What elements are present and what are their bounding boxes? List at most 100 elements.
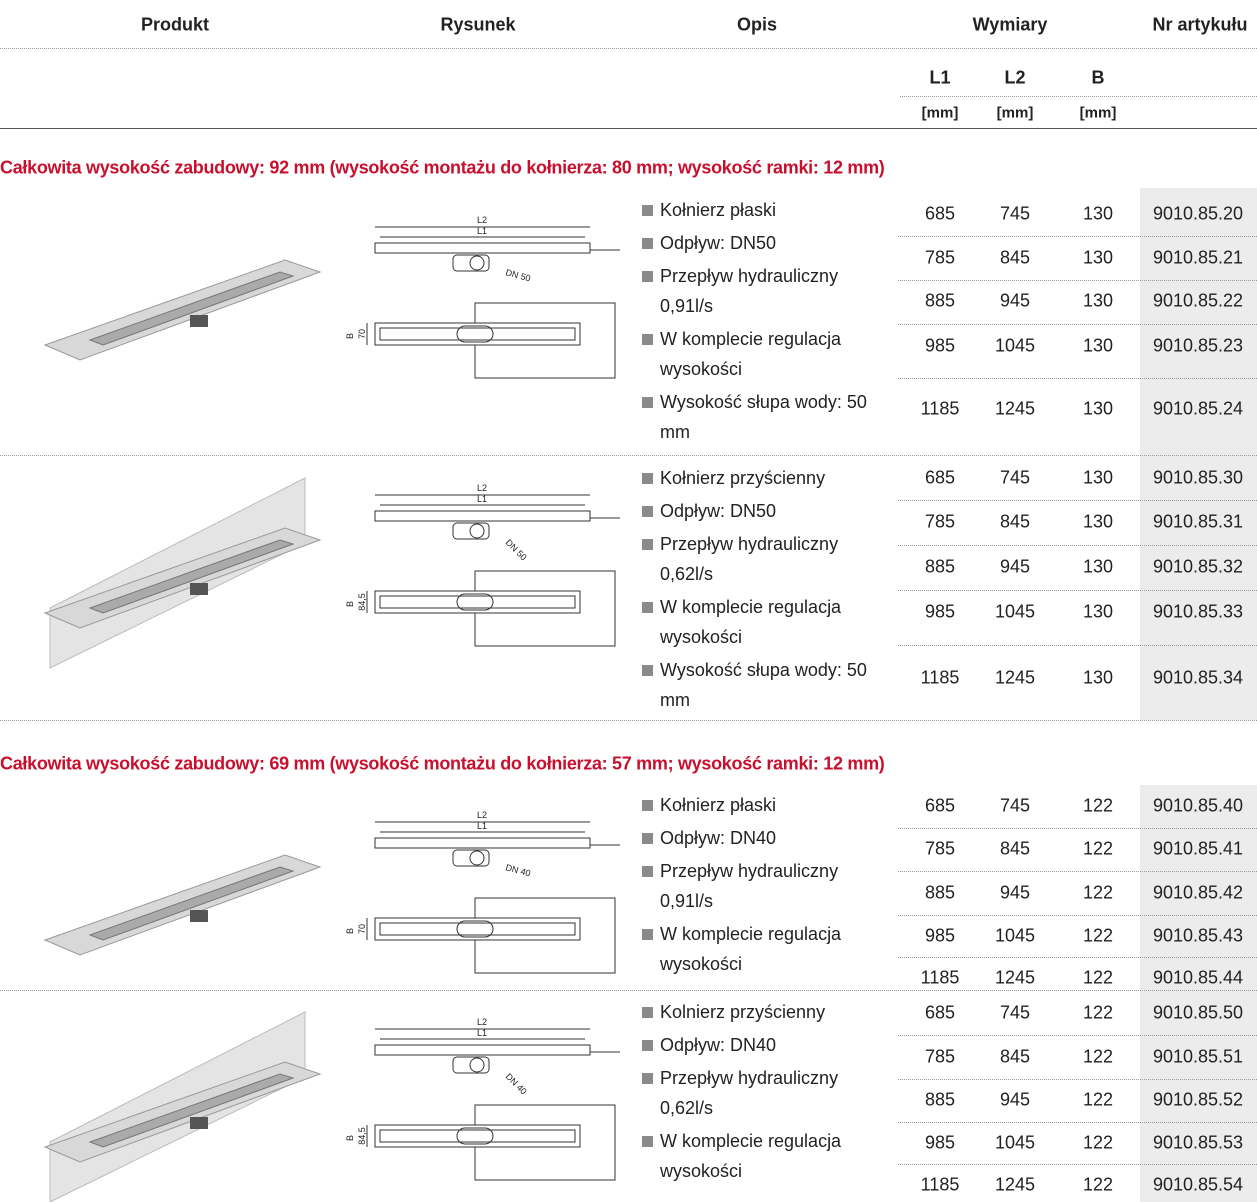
separator (898, 236, 1257, 237)
drawing-label: L1 (477, 494, 487, 504)
dimension-value: 985 (924, 601, 956, 622)
drain-body (374, 242, 591, 254)
dimension-value: 845 (999, 1046, 1031, 1067)
separator (898, 871, 1257, 872)
article-number: 9010.85.40 (1152, 795, 1244, 816)
description-item: Kołnierz płaski (640, 195, 870, 225)
article-number: 9010.85.23 (1152, 335, 1244, 356)
description-item: Kołnierz płaski (640, 790, 870, 820)
description-item: Wysokość słupa wody: 50 mm (640, 387, 870, 447)
article-number: 9010.85.44 (1152, 967, 1244, 988)
separator (0, 720, 1257, 721)
separator (0, 48, 1257, 49)
article-number: 9010.85.42 (1152, 882, 1244, 903)
drawing-label: L2 (477, 1017, 487, 1027)
dimension-value: 1185 (920, 967, 960, 988)
outlet-pipe (469, 255, 485, 271)
drawing-label: 84,5 (357, 1127, 367, 1145)
separator (898, 645, 1257, 646)
description-item: Odpływ: DN50 (640, 496, 870, 526)
drain-body (374, 1044, 591, 1056)
separator (898, 279, 1257, 281)
dimension-value: 945 (999, 556, 1031, 577)
drain-grate (379, 922, 576, 936)
dimension-value: 845 (999, 247, 1031, 268)
dimension-value: 130 (1082, 556, 1114, 577)
dimension-value: 785 (924, 1046, 956, 1067)
article-column (1140, 188, 1257, 720)
separator (898, 1078, 1257, 1080)
description-item: Odpływ: DN50 (640, 228, 870, 258)
drain-oval (456, 920, 494, 938)
dimension-value: 130 (1082, 398, 1114, 419)
dimension-value: 745 (999, 795, 1031, 816)
photo-outlet (190, 910, 208, 922)
dimension-value: 122 (1082, 1046, 1114, 1067)
dimension-value: 122 (1082, 1132, 1114, 1153)
column-header: Nr artykułu (1152, 14, 1248, 35)
description-item: W komplecie regulacja wysokości (640, 1126, 870, 1186)
article-number: 9010.85.32 (1152, 556, 1244, 577)
drawing-label: B (345, 601, 355, 607)
separator (898, 957, 1257, 958)
dimension-value: 122 (1082, 838, 1114, 859)
drawing-label: L1 (477, 821, 487, 831)
photo-channel (88, 271, 295, 346)
description-item: W komplecie regulacja wysokości (640, 592, 870, 652)
article-number: 9010.85.22 (1152, 290, 1244, 311)
dimension-value: 130 (1082, 667, 1114, 688)
dimension-value: 1045 (994, 335, 1036, 356)
drain-oval (456, 1127, 494, 1145)
drain-grate (379, 327, 576, 341)
dimension-value: 130 (1082, 335, 1114, 356)
outlet (452, 1056, 490, 1074)
dimension-value: 685 (924, 1002, 956, 1023)
dimension-value: 885 (924, 1089, 956, 1110)
separator (898, 500, 1257, 501)
drawing-label: 70 (357, 924, 367, 934)
separator (898, 589, 1257, 591)
dimension-value: 130 (1082, 203, 1114, 224)
dimension-value: 885 (924, 290, 956, 311)
column-header: Produkt (140, 14, 210, 35)
separator (898, 544, 1257, 546)
dimension-value: 122 (1082, 925, 1114, 946)
dimension-value: 785 (924, 247, 956, 268)
dimension-value: 885 (924, 556, 956, 577)
article-number: 9010.85.53 (1152, 1132, 1244, 1153)
description-item: Odpływ: DN40 (640, 1030, 870, 1060)
column-header: Opis (736, 14, 778, 35)
article-column (1140, 785, 1257, 1202)
dimension-value: 122 (1082, 882, 1114, 903)
article-number: 9010.85.30 (1152, 467, 1244, 488)
separator (0, 128, 1257, 129)
photo-channel (88, 1073, 295, 1148)
dimension-value: 1185 (920, 1174, 960, 1195)
article-number: 9010.85.51 (1152, 1046, 1244, 1067)
outlet (452, 849, 490, 867)
separator (900, 96, 1257, 97)
drawing-label: B (345, 1135, 355, 1141)
drawing-label: L2 (477, 215, 487, 225)
dimension-value: 122 (1082, 1174, 1114, 1195)
article-number: 9010.85.31 (1152, 511, 1244, 532)
description: Kołnierz płaski Odpływ: DN50 Przepływ hydr… (640, 195, 870, 450)
drawing-label: B (345, 333, 355, 339)
dimension-value: 845 (999, 511, 1031, 532)
column-header: Wymiary (972, 14, 1048, 35)
dimension-value: 985 (924, 335, 956, 356)
separator (898, 323, 1257, 325)
photo-outlet (190, 1117, 208, 1129)
outlet (452, 254, 490, 272)
article-number: 9010.85.21 (1152, 247, 1244, 268)
drain-grate (379, 595, 576, 609)
drawing-label: DN 50 (504, 537, 529, 562)
dimension-unit: [mm] (1079, 104, 1117, 122)
drain-grate (379, 1129, 576, 1143)
article-number: 9010.85.41 (1152, 838, 1244, 859)
drawing-label: 84,5 (357, 593, 367, 611)
photo-outlet (190, 583, 208, 595)
article-number: 9010.85.20 (1152, 203, 1244, 224)
photo-channel (88, 866, 295, 941)
dimension-value: 685 (924, 795, 956, 816)
